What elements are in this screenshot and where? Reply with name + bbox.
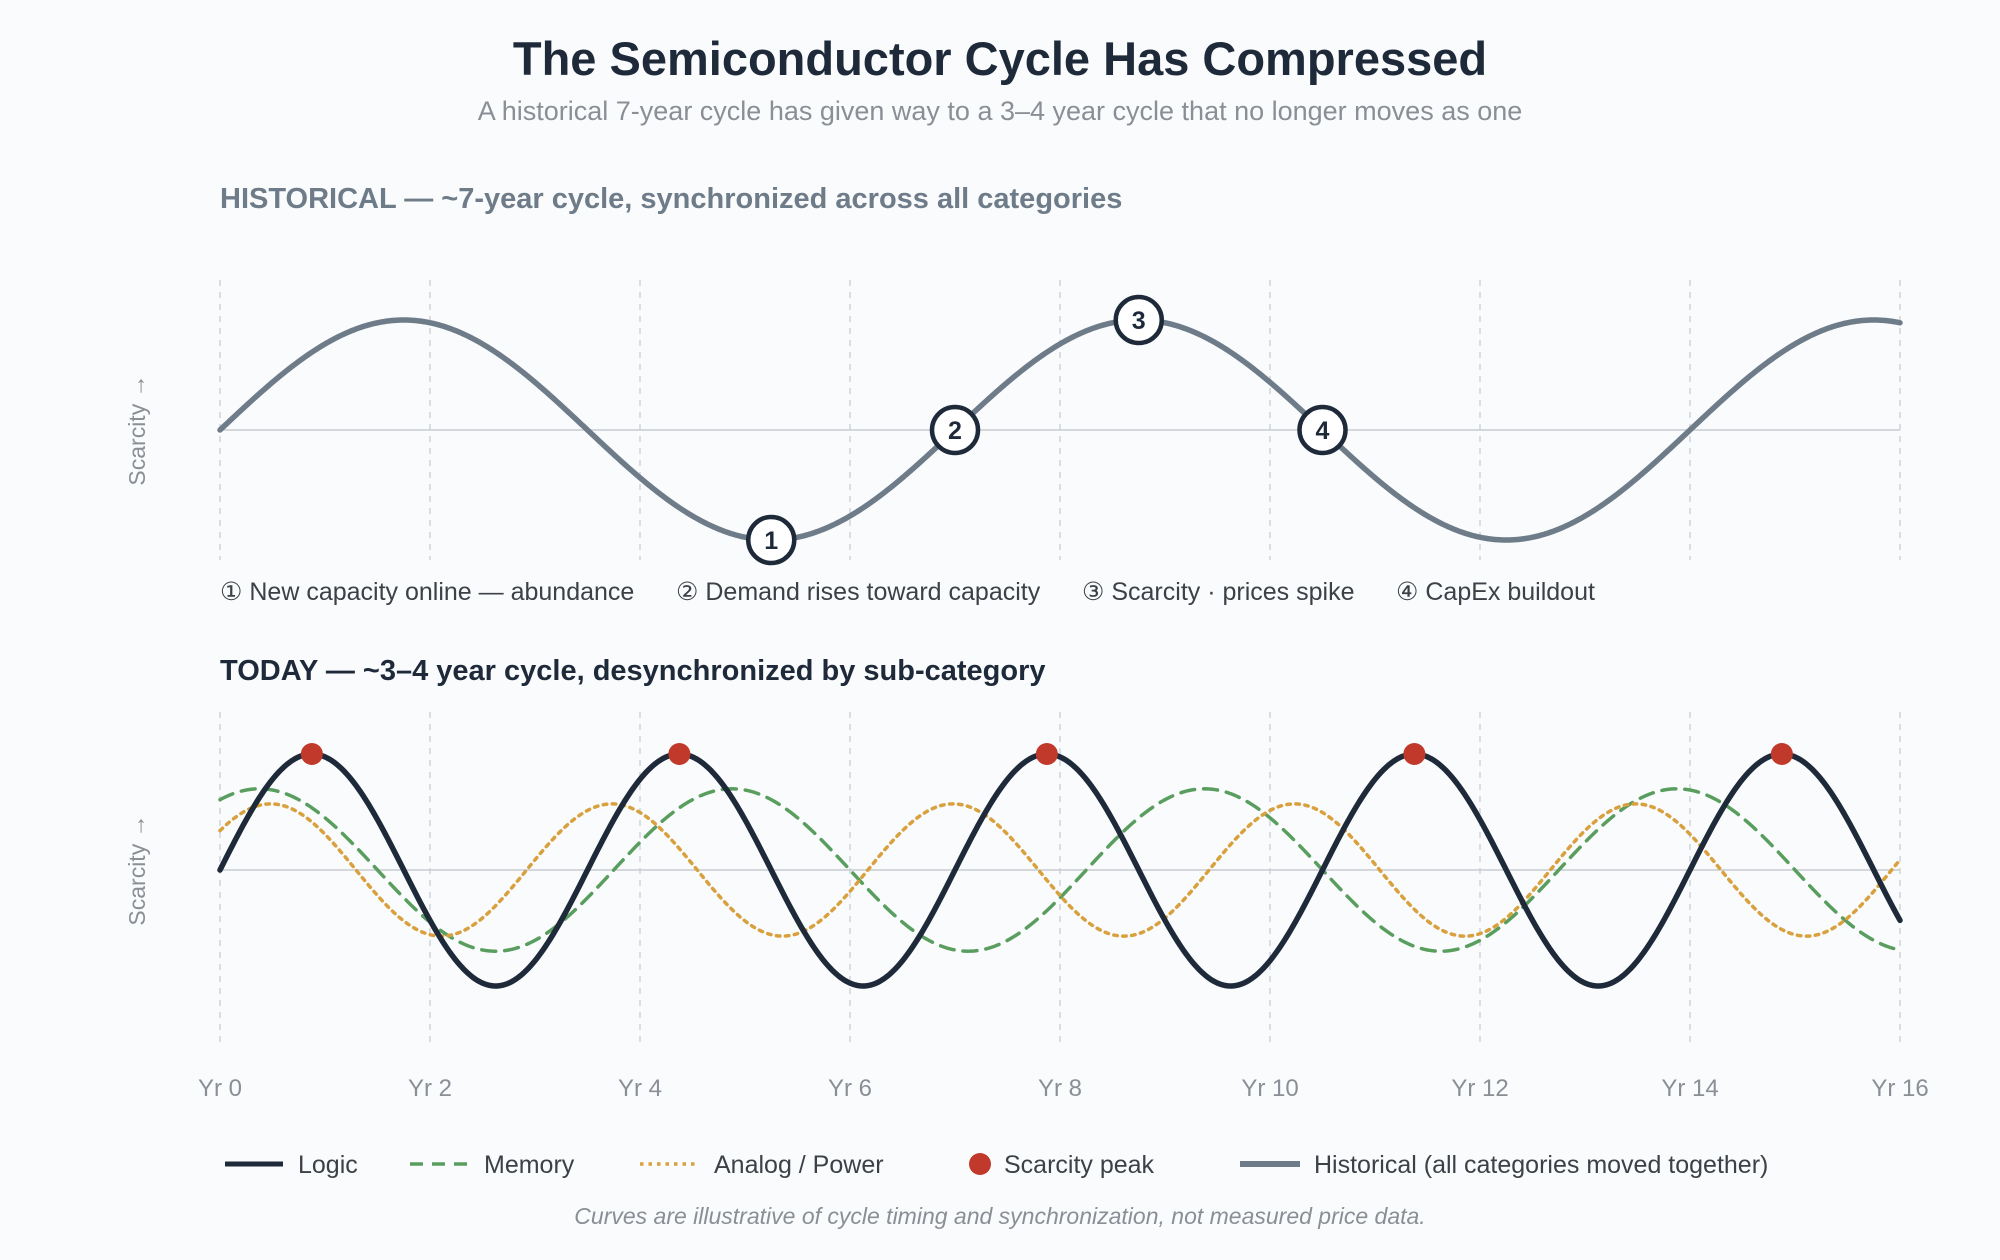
stage-labels: ① New capacity online — abundance ② Dema… xyxy=(220,578,1595,606)
legend-label-logic: Logic xyxy=(298,1151,358,1179)
scarcity-peak-dot xyxy=(668,743,691,765)
stage-marker-3: 3 xyxy=(1113,294,1164,346)
legend-label-historical: Historical (all categories moved togethe… xyxy=(1314,1151,1768,1179)
legend-item-historical: Historical (all categories moved togethe… xyxy=(1240,1151,1768,1179)
x-tick-label: Yr 4 xyxy=(618,1075,662,1102)
legend-label-peak: Scarcity peak xyxy=(1004,1151,1155,1179)
scarcity-peak-markers xyxy=(300,743,1793,765)
legend-swatch-peak xyxy=(969,1153,991,1175)
stage-marker-4: 4 xyxy=(1297,404,1348,456)
x-tick-label: Yr 14 xyxy=(1661,1075,1718,1102)
x-tick-label: Yr 16 xyxy=(1871,1075,1928,1102)
x-tick-label: Yr 10 xyxy=(1241,1075,1298,1102)
stage-label-3: ③ Scarcity · prices spike xyxy=(1082,578,1354,606)
stage-label-1: ① New capacity online — abundance xyxy=(220,578,634,606)
historical-gridlines xyxy=(219,280,1901,560)
historical-y-axis-label: Scarcity → xyxy=(124,374,150,485)
today-gridlines xyxy=(219,712,1901,1045)
historical-panel-title: HISTORICAL — ~7-year cycle, synchronized… xyxy=(220,183,1122,215)
legend-label-memory: Memory xyxy=(484,1151,575,1179)
today-panel-title: TODAY — ~3–4 year cycle, desynchronized … xyxy=(220,655,1046,687)
memory-line xyxy=(218,787,1902,953)
analog-power-line xyxy=(218,802,1902,938)
stage-marker-circle xyxy=(746,514,797,566)
legend-item-logic: Logic xyxy=(225,1151,358,1179)
stage-marker-circle xyxy=(1297,404,1348,456)
legend-item-analog: Analog / Power xyxy=(640,1151,884,1179)
stage-marker-label: 3 xyxy=(1132,307,1146,335)
today-y-axis-label: Scarcity → xyxy=(124,814,150,925)
historical-panel: HISTORICAL — ~7-year cycle, synchronized… xyxy=(124,183,1903,606)
chart-title: The Semiconductor Cycle Has Compressed xyxy=(513,32,1487,85)
legend-item-memory: Memory xyxy=(410,1151,575,1179)
stage-marker-circle xyxy=(1113,294,1164,346)
x-tick-label: Yr 0 xyxy=(198,1075,242,1102)
stage-markers: 1 2 3 4 xyxy=(746,294,1348,566)
stage-marker-label: 1 xyxy=(764,527,778,555)
today-series-lines xyxy=(217,751,1903,989)
logic-line xyxy=(217,751,1903,989)
stage-marker-label: 2 xyxy=(948,417,962,445)
x-tick-label: Yr 2 xyxy=(408,1075,452,1102)
x-tick-label: Yr 8 xyxy=(1038,1075,1082,1102)
historical-cycle-line xyxy=(217,317,1903,543)
legend-label-analog: Analog / Power xyxy=(714,1151,884,1179)
scarcity-peak-dot xyxy=(1770,743,1793,765)
stage-label-2: ② Demand rises toward capacity xyxy=(676,578,1041,606)
scarcity-peak-dot xyxy=(1035,743,1058,765)
legend: Logic Memory Analog / Power Scarcity pea… xyxy=(225,1151,1768,1179)
stage-marker-circle xyxy=(929,404,981,456)
scarcity-peak-dot xyxy=(1403,743,1426,765)
stage-label-4: ④ CapEx buildout xyxy=(1396,578,1595,606)
stage-marker-2: 2 xyxy=(929,404,981,456)
legend-item-peak: Scarcity peak xyxy=(969,1151,1155,1179)
x-axis-ticks: Yr 0 Yr 2 Yr 4 Yr 6 Yr 8 Yr 10 Yr 12 Yr 14 Yr 16 xyxy=(198,1075,1929,1102)
stage-marker-label: 4 xyxy=(1316,417,1330,445)
today-panel: TODAY — ~3–4 year cycle, desynchronized … xyxy=(124,655,1929,1102)
x-tick-label: Yr 12 xyxy=(1451,1075,1508,1102)
scarcity-peak-dot xyxy=(300,743,323,765)
x-tick-label: Yr 6 xyxy=(828,1075,872,1102)
chart-subtitle: A historical 7-year cycle has given way … xyxy=(478,96,1523,126)
footnote: Curves are illustrative of cycle timing … xyxy=(574,1203,1425,1229)
stage-marker-1: 1 xyxy=(746,514,797,566)
